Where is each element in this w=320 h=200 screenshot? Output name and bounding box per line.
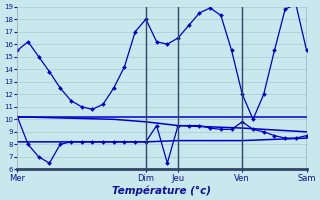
X-axis label: Température (°c): Température (°c) — [112, 185, 212, 196]
